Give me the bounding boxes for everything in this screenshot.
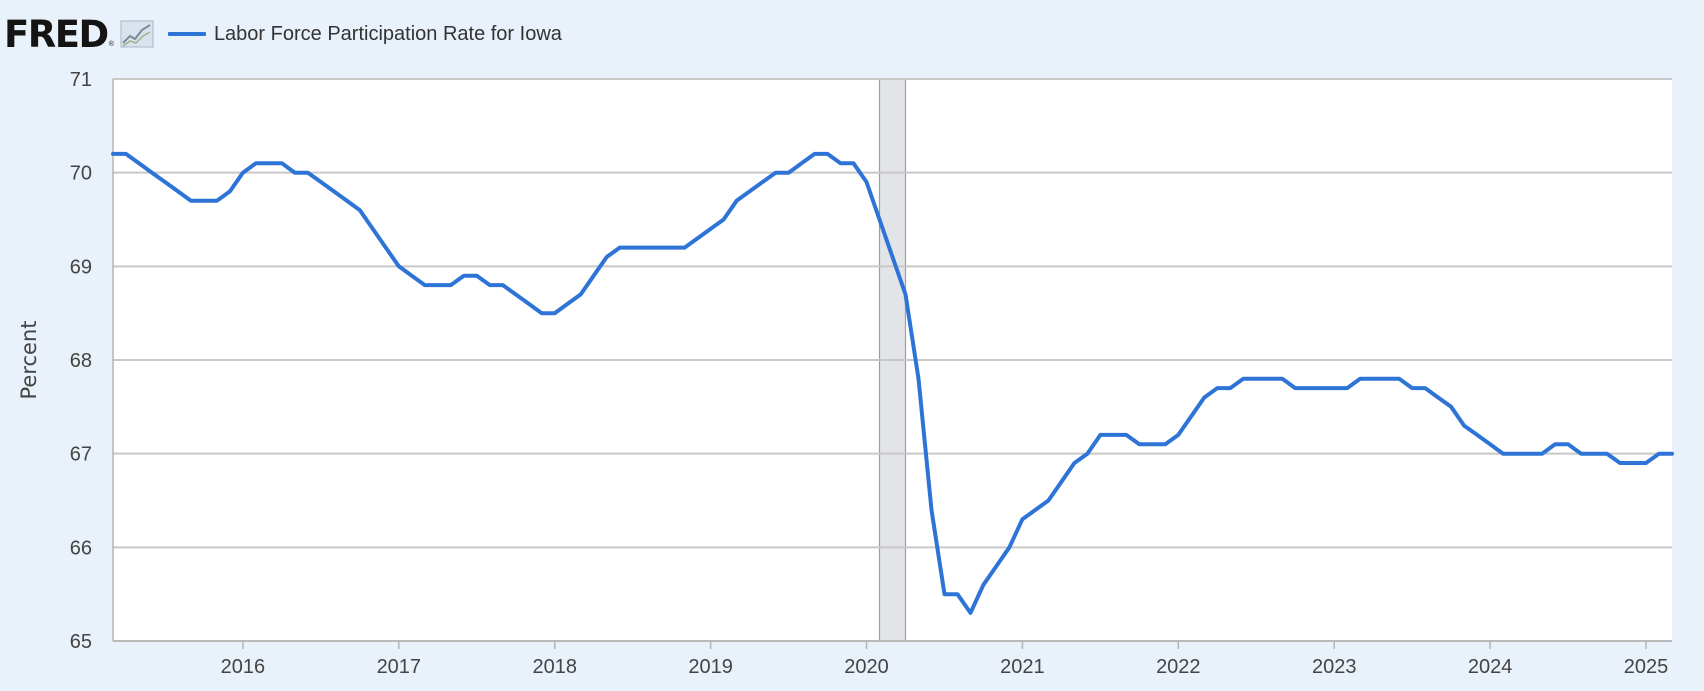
- series-line[interactable]: [111, 151, 1674, 615]
- x-tick-label: 2019: [688, 656, 733, 678]
- legend-label: Labor Force Participation Rate for Iowa: [213, 22, 562, 45]
- x-tick-label: 2017: [377, 656, 422, 678]
- x-tick-label: 2025: [1624, 656, 1669, 678]
- x-tick-label: 2024: [1468, 656, 1513, 678]
- y-tick-label: 67: [70, 444, 92, 466]
- chart-header: FRED ® Labor Force Participation Rate fo…: [4, 14, 562, 54]
- x-tick-label: 2016: [221, 656, 266, 678]
- y-tick-label: 68: [70, 350, 92, 372]
- x-tick-label: 2018: [532, 656, 577, 678]
- fred-logo[interactable]: FRED: [4, 12, 109, 56]
- y-axis-title: Percent: [17, 320, 41, 399]
- legend-swatch: [167, 32, 206, 36]
- y-tick-label: 65: [70, 631, 92, 653]
- y-tick-label: 71: [70, 69, 92, 91]
- y-tick-label: 66: [70, 537, 92, 559]
- line-graph-icon: [120, 20, 154, 48]
- x-tick-label: 2022: [1156, 656, 1201, 678]
- y-tick-label: 70: [70, 163, 92, 185]
- x-tick-label: 2023: [1312, 656, 1357, 678]
- y-tick-label: 69: [70, 256, 92, 278]
- x-tick-label: 2020: [844, 656, 889, 678]
- fred-registered-mark: ®: [108, 41, 114, 48]
- x-tick-label: 2021: [1000, 656, 1045, 678]
